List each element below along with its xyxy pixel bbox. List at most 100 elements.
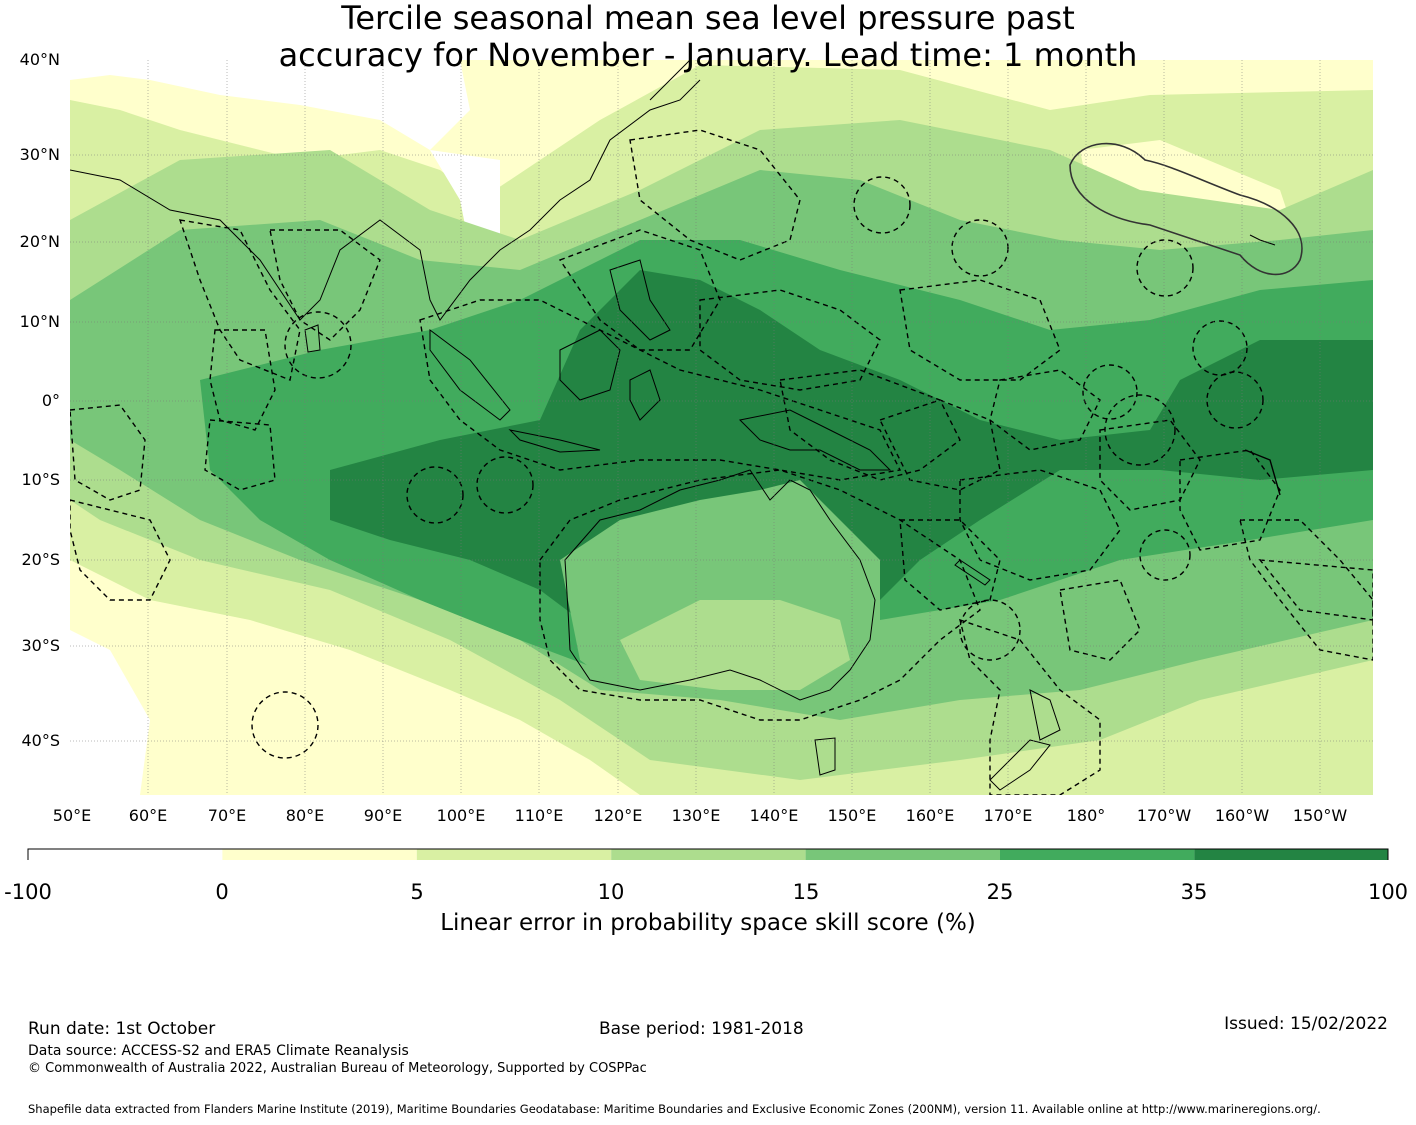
colorbar-bin-10-15 [611,849,806,860]
colorbar-tick-25: 25 [986,880,1014,904]
lat-label-10n: 10°N [19,312,60,331]
skill-map [27,60,1389,860]
lon-label-170e: 170°E [983,806,1033,825]
eez-kermadec [1059,579,1141,661]
skill-band-35-100 [330,270,1373,620]
eez-cook-islands [1179,449,1281,551]
colorbar-tick-10: 10 [597,880,625,904]
colorbar-bin-35-100 [1194,849,1388,860]
eez-circle-norfolk [959,599,1021,661]
colorbar [27,848,1389,860]
eez-chagos [204,419,276,491]
issued-date: Issued: 15/02/2022 [1224,1014,1388,1034]
lat-label-30n: 30°N [19,145,60,164]
coastline-japan [649,60,691,101]
map-title-line-1: Tercile seasonal mean sea level pressure… [341,0,1075,37]
coastline-java [508,429,601,453]
eez-png [779,369,961,481]
eez-micronesia [699,289,881,391]
coastline-new-caledonia [954,559,991,586]
base-period: Base period: 1981-2018 [599,1019,804,1039]
coastline-new-zealand-south [989,739,1051,791]
colorbar-tick-neg100: -100 [4,880,52,904]
skill-band-0-5-south [70,560,640,795]
lon-label-90e: 90°E [363,806,403,825]
lon-label-50e: 50°E [52,806,92,825]
eez-australia [539,469,981,721]
lat-label-30s: 30°S [21,636,60,655]
colorbar-tick-35: 35 [1180,880,1208,904]
coastline-new-guinea [738,409,892,471]
eez-east-pacific [1239,519,1373,661]
lon-label-160e: 160°E [905,806,955,825]
lat-label-10s: 10°S [21,470,60,489]
lon-label-100e: 100°E [436,806,486,825]
coastlines [70,60,1276,791]
lat-label-20n: 20°N [19,232,60,251]
run-date: Run date: 1st October [28,1019,216,1039]
lon-label-110e: 110°E [514,806,564,825]
shapefile-credit: Shapefile data extracted from Flanders M… [28,1102,1321,1116]
eez-circle-johnston [951,219,1009,277]
eez-hawaii-outline [1069,142,1303,276]
colorbar-tick-5: 5 [410,880,424,904]
eez-sw-pacific-far [1258,559,1373,621]
eez-circle-wake [853,176,911,234]
eez-circle-cocos [476,456,534,514]
eez-circle-palmyra [1192,320,1248,376]
coastline-sulawesi [629,369,661,421]
australia-south-interior [620,600,850,690]
colorbar-bin-0-5 [222,849,417,860]
lat-label-20s: 20°S [21,550,60,569]
colorbar-tick-15: 15 [792,880,820,904]
lon-label-150w: 150°W [1292,806,1348,825]
eez-madagascar [70,499,171,601]
lat-label-40n: 40°N [19,50,60,69]
map-canvas [70,60,1373,795]
coastline-new-zealand-north [1029,689,1061,741]
skill-band-negative-asia [430,150,500,250]
eez-new-caledonia [899,519,1001,611]
coastline-sri-lanka [304,324,321,353]
eez-circle-christmas-island [406,466,464,524]
coastline-hawaii-region [1249,234,1276,246]
coastline-asia [70,79,701,321]
eez-maldives [209,329,276,431]
colorbar-bin-5-10 [416,849,612,860]
colorbar-tick-0: 0 [215,880,229,904]
eez-circle-niue [1104,394,1176,466]
colorbar-frame [27,848,1389,860]
coastline-sumatra [429,329,511,421]
eez-bay-of-bengal [269,229,381,341]
copyright-notice: © Commonwealth of Australia 2022, Austra… [28,1061,647,1076]
lon-label-170w: 170°W [1136,806,1192,825]
colorbar-bin-15-25 [805,849,1000,860]
lon-label-80e: 80°E [285,806,325,825]
colorbar-bin-neg100-0 [28,849,223,860]
lon-label-140e: 140°E [749,806,799,825]
data-source: Data source: ACCESS-S2 and ERA5 Climate … [28,1043,409,1059]
lon-label-60e: 60°E [128,806,168,825]
eez-vanuatu-fiji [959,469,1121,581]
eez-circle-jarvis [1206,371,1264,429]
colorbar-tick-100: 100 [1367,880,1409,904]
eez-marshall-islands [899,279,1061,381]
lon-label-160w: 160°W [1214,806,1270,825]
eez-circle-howland [1082,364,1138,420]
eez-circle-se-pacific [1139,529,1191,581]
skill-band-negative-north [70,60,470,150]
eez-circle-andaman [284,311,352,379]
map-title-line-2: accuracy for November - January. Lead ti… [278,36,1138,74]
eez-indonesia [419,299,902,481]
coastline-australia [564,469,876,701]
lon-label-70e: 70°E [207,806,247,825]
lat-label-0: 0° [41,391,60,410]
coastline-philippines [609,259,671,341]
eez-circle-amsterdam [251,691,319,759]
lon-label-130e: 130°E [671,806,721,825]
eez-india [178,219,301,381]
eez-philippines [558,229,721,351]
graticule [70,60,1373,795]
eez-japan [629,129,801,261]
colorbar-label: Linear error in probability space skill … [440,910,976,936]
